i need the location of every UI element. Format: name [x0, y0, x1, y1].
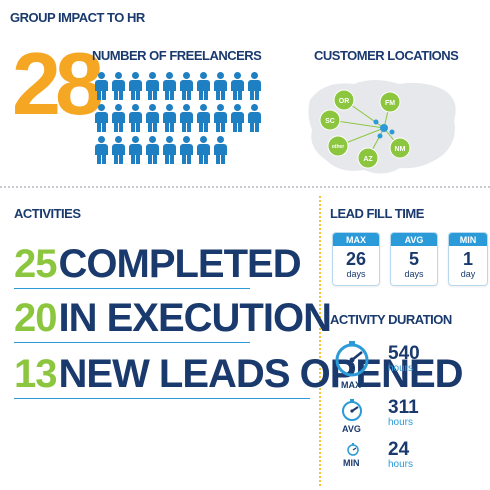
calendar-value: 1: [462, 249, 473, 269]
person-icon: [213, 72, 227, 100]
activity-text: NEW LEADS OPENED: [58, 352, 464, 396]
calendar-unit: days: [404, 269, 424, 279]
activity-text: COMPLETED: [58, 242, 302, 286]
person-icon-row: [94, 104, 274, 132]
activity-text: IN EXECUTION: [58, 296, 332, 340]
person-icon: [196, 72, 210, 100]
person-icon: [162, 104, 176, 132]
calendar-unit: days: [346, 269, 366, 279]
duration-label-min: MIN: [343, 458, 360, 468]
location-bubble-sc: [319, 109, 341, 131]
calendar-header: AVG: [391, 233, 437, 246]
location-or: OR: [339, 98, 350, 105]
duration-unit: hours: [388, 363, 414, 374]
person-icon: [128, 136, 142, 164]
person-icon: [94, 104, 108, 132]
person-icon: [145, 72, 159, 100]
calendar-unit: day: [460, 269, 476, 279]
activity-row-new-leads: 13 NEW LEADS OPENED: [14, 352, 464, 396]
person-icon: [111, 136, 125, 164]
location-bubble-or: [333, 89, 355, 111]
page-title: GROUP IMPACT TO HR: [10, 10, 145, 25]
person-icon: [145, 104, 159, 132]
calendar-header: MAX: [333, 233, 379, 246]
activities-label: ACTIVITIES: [14, 206, 81, 221]
person-icon-row: [94, 136, 274, 164]
person-icon-row: [94, 72, 274, 100]
calendar-header: MIN: [449, 233, 487, 246]
person-icon: [230, 72, 244, 100]
location-bubble-nm: [389, 137, 411, 159]
freelancer-icon-grid: [94, 72, 274, 168]
person-icon: [213, 136, 227, 164]
person-icon: [145, 136, 159, 164]
duration-avg: 311 hours: [388, 398, 419, 428]
activity-underline: [14, 288, 250, 289]
duration-min: 24 hours: [388, 440, 413, 470]
person-icon: [247, 72, 261, 100]
duration-max: 540 hours: [388, 344, 420, 374]
location-nm: NM: [395, 146, 406, 153]
person-icon: [179, 72, 193, 100]
person-icon: [111, 72, 125, 100]
location-bubble-other: [327, 135, 349, 157]
person-icon: [128, 104, 142, 132]
person-icon: [230, 104, 244, 132]
person-icon: [179, 104, 193, 132]
location-bubble-fm: [379, 91, 401, 113]
calendar-value: 5: [408, 249, 419, 269]
speedometer-icon: [347, 443, 359, 456]
duration-label-max: MAX: [341, 380, 361, 390]
person-icon: [94, 136, 108, 164]
calendar-card-min: MIN 1 day: [448, 232, 488, 286]
calendar-card-max: MAX 26 days: [332, 232, 380, 286]
duration-unit: hours: [388, 417, 414, 428]
person-icon: [94, 72, 108, 100]
section-divider: [0, 186, 490, 188]
location-bubble-az: [357, 147, 379, 169]
duration-unit: hours: [388, 459, 414, 470]
person-icon: [111, 104, 125, 132]
location-sc: SC: [325, 118, 335, 125]
calendar-card-avg: AVG 5 days: [390, 232, 438, 286]
calendar-value: 26: [345, 249, 367, 269]
activity-duration-label: ACTIVITY DURATION: [330, 312, 452, 327]
location-fm: FM: [385, 100, 395, 107]
duration-value: 311: [388, 397, 419, 418]
activity-row-execution: 20 IN EXECUTION: [14, 296, 332, 340]
location-az: AZ: [363, 156, 373, 163]
hub-dot: [380, 124, 388, 132]
speedometer-icon: [342, 399, 362, 421]
activity-number: 25: [14, 242, 57, 286]
customer-locations-map: OR FM SC NM AZ other: [308, 80, 456, 174]
freelancer-label: NUMBER OF FREELANCERS: [92, 48, 262, 63]
freelancer-count: 28: [12, 34, 104, 133]
person-icon: [196, 136, 210, 164]
duration-value: 24: [388, 439, 410, 460]
activity-underline: [14, 398, 310, 399]
person-icon: [196, 104, 210, 132]
duration-label-avg: AVG: [342, 424, 361, 434]
column-divider: [319, 196, 321, 486]
person-icon: [162, 72, 176, 100]
person-icon: [162, 136, 176, 164]
speedometer-icon: [335, 341, 369, 377]
customer-locations-label: CUSTOMER LOCATIONS: [314, 48, 459, 63]
lead-fill-time-label: LEAD FILL TIME: [330, 206, 424, 221]
activity-number: 20: [14, 296, 57, 340]
activity-underline: [14, 342, 250, 343]
activity-number: 13: [14, 352, 57, 396]
location-other: other: [332, 144, 345, 150]
person-icon: [247, 104, 261, 132]
person-icon: [128, 72, 142, 100]
duration-value: 540: [388, 343, 420, 364]
activity-row-completed: 25 COMPLETED: [14, 242, 302, 286]
person-icon: [213, 104, 227, 132]
person-icon: [179, 136, 193, 164]
